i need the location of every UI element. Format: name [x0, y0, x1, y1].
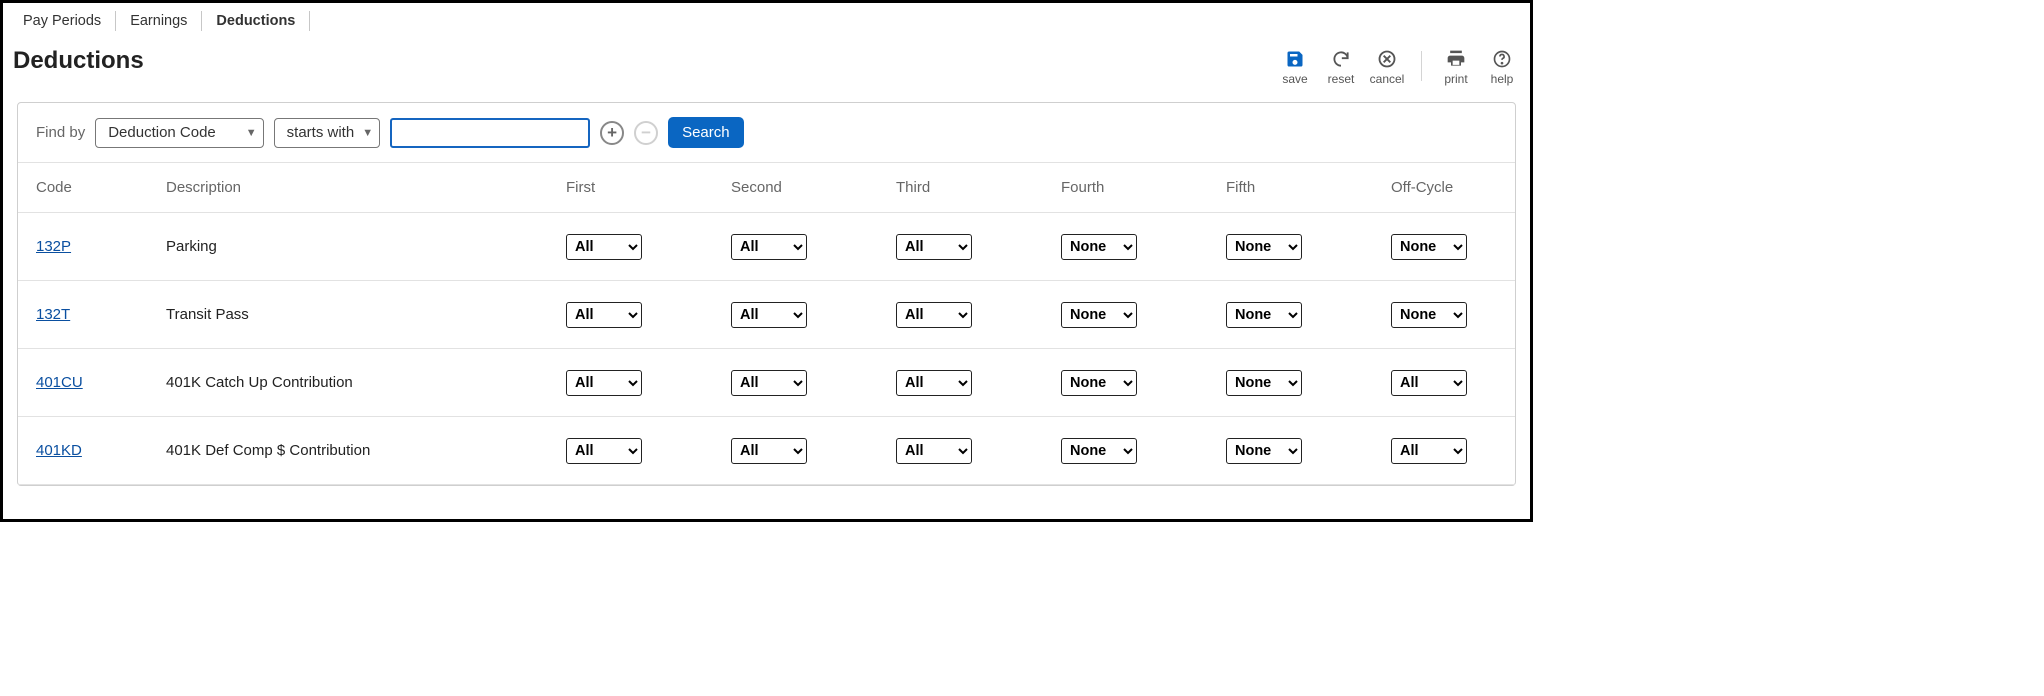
- second-select[interactable]: AllNone: [731, 370, 807, 396]
- search-button[interactable]: Search: [668, 117, 744, 148]
- fourth-select[interactable]: AllNone: [1061, 234, 1137, 260]
- cancel-icon: [1377, 49, 1397, 69]
- reset-button[interactable]: reset: [1323, 49, 1359, 86]
- table-row: 401KD401K Def Comp $ ContributionAllNone…: [18, 417, 1515, 485]
- fourth-select[interactable]: AllNone: [1061, 438, 1137, 464]
- fifth-select[interactable]: AllNone: [1226, 438, 1302, 464]
- fourth-select[interactable]: AllNone: [1061, 302, 1137, 328]
- third-select[interactable]: AllNone: [896, 438, 972, 464]
- deductions-grid: Code Description First Second Third Four…: [18, 163, 1515, 485]
- table-row: 132PParkingAllNoneAllNoneAllNoneAllNoneA…: [18, 213, 1515, 281]
- col-fourth: Fourth: [1061, 179, 1226, 196]
- print-icon: [1446, 49, 1466, 69]
- print-label: print: [1444, 72, 1467, 86]
- minus-icon: −: [641, 124, 651, 141]
- action-bar: save reset cancel print help: [1277, 47, 1520, 86]
- save-button[interactable]: save: [1277, 49, 1313, 86]
- col-offcycle: Off-Cycle: [1391, 179, 1531, 196]
- col-description: Description: [166, 179, 566, 196]
- reset-icon: [1331, 49, 1351, 69]
- offcycle-select[interactable]: AllNone: [1391, 234, 1467, 260]
- first-select[interactable]: AllNone: [566, 438, 642, 464]
- deduction-description: Parking: [166, 238, 566, 255]
- col-first: First: [566, 179, 731, 196]
- col-fifth: Fifth: [1226, 179, 1391, 196]
- offcycle-select[interactable]: AllNone: [1391, 370, 1467, 396]
- table-row: 401CU401K Catch Up ContributionAllNoneAl…: [18, 349, 1515, 417]
- add-criteria-button[interactable]: +: [600, 121, 624, 145]
- deduction-description: Transit Pass: [166, 306, 566, 323]
- second-select[interactable]: AllNone: [731, 302, 807, 328]
- offcycle-select[interactable]: AllNone: [1391, 438, 1467, 464]
- find-match-value: starts with: [287, 124, 355, 141]
- first-select[interactable]: AllNone: [566, 234, 642, 260]
- fourth-select[interactable]: AllNone: [1061, 370, 1137, 396]
- find-match-select[interactable]: starts with ▼: [274, 118, 380, 148]
- find-bar: Find by Deduction Code ▼ starts with ▼ +…: [18, 103, 1515, 163]
- grid-header: Code Description First Second Third Four…: [18, 163, 1515, 213]
- tab-earnings[interactable]: Earnings: [116, 5, 201, 37]
- tab-separator: [309, 11, 310, 31]
- plus-icon: +: [607, 124, 617, 141]
- save-label: save: [1282, 72, 1307, 86]
- col-third: Third: [896, 179, 1061, 196]
- grid-body: 132PParkingAllNoneAllNoneAllNoneAllNoneA…: [18, 213, 1515, 485]
- find-field-select[interactable]: Deduction Code ▼: [95, 118, 263, 148]
- cancel-button[interactable]: cancel: [1369, 49, 1405, 86]
- print-button[interactable]: print: [1438, 49, 1474, 86]
- third-select[interactable]: AllNone: [896, 302, 972, 328]
- second-select[interactable]: AllNone: [731, 234, 807, 260]
- find-input[interactable]: [390, 118, 590, 148]
- table-row: 132TTransit PassAllNoneAllNoneAllNoneAll…: [18, 281, 1515, 349]
- deductions-panel: Find by Deduction Code ▼ starts with ▼ +…: [17, 102, 1516, 486]
- help-button[interactable]: help: [1484, 49, 1520, 86]
- col-code: Code: [36, 179, 166, 196]
- remove-criteria-button: −: [634, 121, 658, 145]
- chevron-down-icon: ▼: [362, 127, 373, 139]
- save-icon: [1285, 49, 1305, 69]
- deduction-description: 401K Catch Up Contribution: [166, 374, 566, 391]
- offcycle-select[interactable]: AllNone: [1391, 302, 1467, 328]
- page-header: Deductions save reset cancel print help: [3, 39, 1530, 90]
- page-title: Deductions: [13, 47, 144, 75]
- tab-pay-periods[interactable]: Pay Periods: [9, 5, 115, 37]
- find-by-label: Find by: [36, 124, 85, 141]
- third-select[interactable]: AllNone: [896, 234, 972, 260]
- tab-deductions[interactable]: Deductions: [202, 5, 309, 37]
- deduction-code-link[interactable]: 132T: [36, 306, 70, 323]
- find-field-value: Deduction Code: [108, 124, 216, 141]
- deduction-description: 401K Def Comp $ Contribution: [166, 442, 566, 459]
- reset-label: reset: [1328, 72, 1355, 86]
- deduction-code-link[interactable]: 401KD: [36, 442, 82, 459]
- help-icon: [1492, 49, 1512, 69]
- fifth-select[interactable]: AllNone: [1226, 370, 1302, 396]
- cancel-label: cancel: [1370, 72, 1405, 86]
- chevron-down-icon: ▼: [246, 127, 257, 139]
- first-select[interactable]: AllNone: [566, 370, 642, 396]
- fifth-select[interactable]: AllNone: [1226, 234, 1302, 260]
- second-select[interactable]: AllNone: [731, 438, 807, 464]
- deduction-code-link[interactable]: 401CU: [36, 374, 83, 391]
- action-separator: [1421, 51, 1422, 81]
- third-select[interactable]: AllNone: [896, 370, 972, 396]
- deduction-code-link[interactable]: 132P: [36, 238, 71, 255]
- tab-bar: Pay Periods Earnings Deductions: [3, 3, 1530, 39]
- fifth-select[interactable]: AllNone: [1226, 302, 1302, 328]
- help-label: help: [1491, 72, 1514, 86]
- col-second: Second: [731, 179, 896, 196]
- first-select[interactable]: AllNone: [566, 302, 642, 328]
